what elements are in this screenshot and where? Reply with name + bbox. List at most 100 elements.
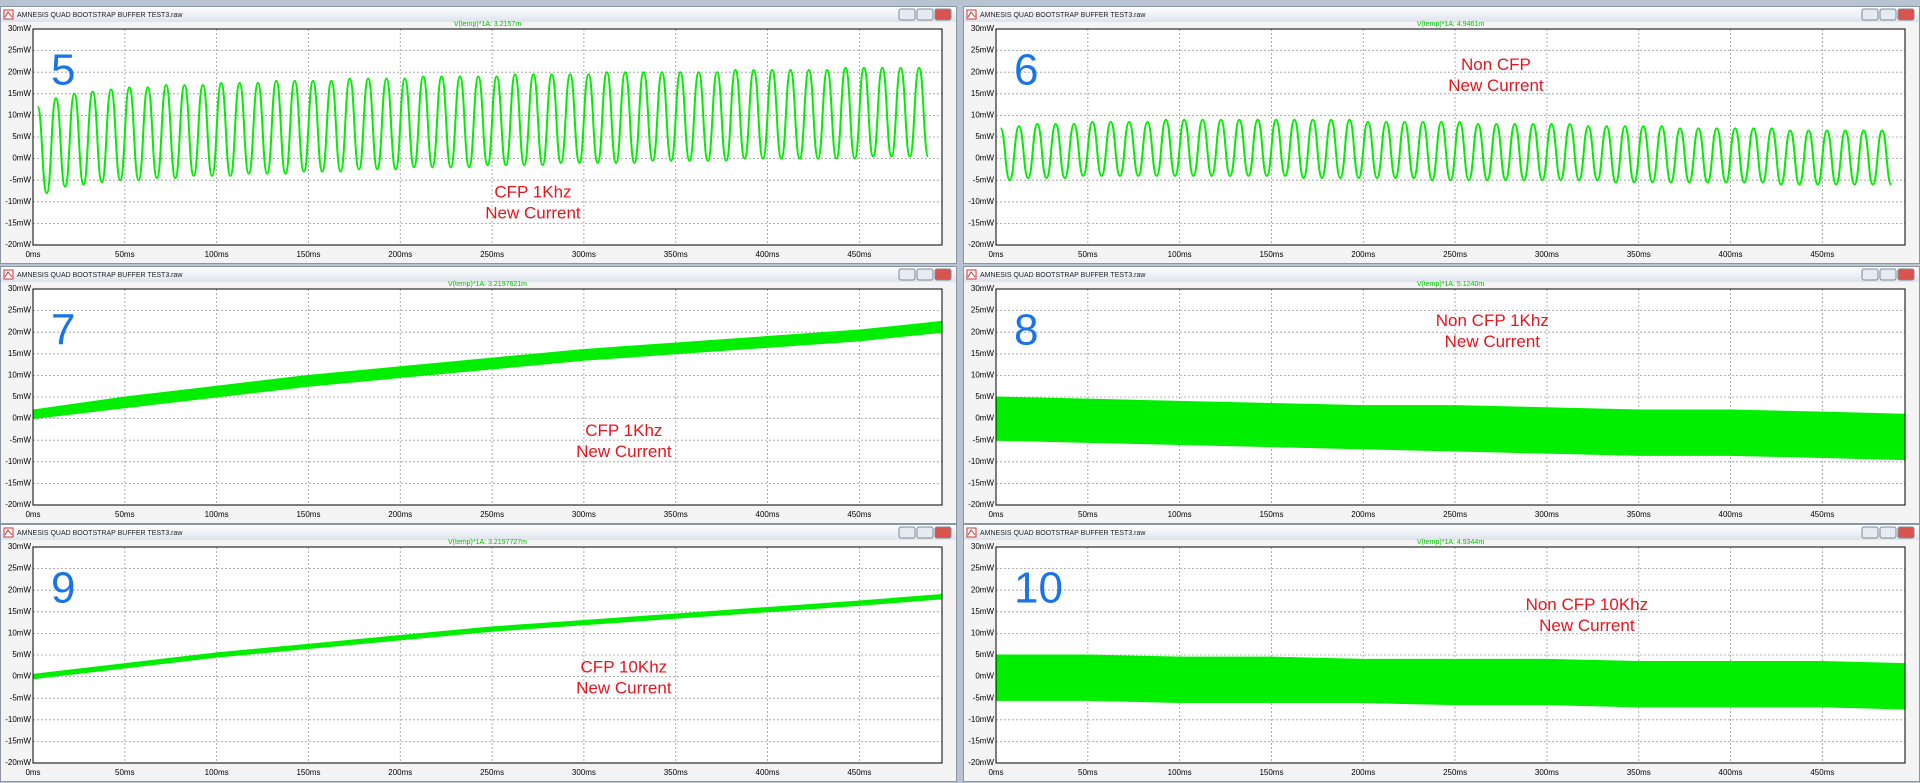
y-tick-label: 30mW xyxy=(971,24,995,33)
window-title: AMNESIS QUAD BOOTSTRAP BUFFER TEST3.raw xyxy=(980,530,1146,537)
maximize-button[interactable] xyxy=(1879,268,1897,281)
minimize-button[interactable] xyxy=(898,526,916,539)
maximize-button[interactable] xyxy=(1879,8,1897,21)
y-tick-label: 20mW xyxy=(8,585,32,594)
x-tick-label: 0ms xyxy=(25,250,40,259)
y-tick-label: 25mW xyxy=(8,46,32,55)
trace-band xyxy=(996,396,1905,461)
x-tick-label: 150ms xyxy=(1259,250,1283,259)
x-tick-label: 250ms xyxy=(1443,768,1467,777)
window-title: AMNESIS QUAD BOOTSTRAP BUFFER TEST3.raw xyxy=(17,530,183,537)
x-tick-label: 400ms xyxy=(1719,510,1743,519)
trace-label: V(temp)*1A: 3.2157m xyxy=(454,21,521,28)
y-tick-label: 20mW xyxy=(8,327,32,336)
x-tick-label: 200ms xyxy=(1351,768,1375,777)
minimize-button[interactable] xyxy=(898,8,916,21)
x-tick-label: 50ms xyxy=(1078,768,1098,777)
y-tick-label: 25mW xyxy=(8,306,32,315)
title-bar xyxy=(1,7,956,22)
y-tick-label: 25mW xyxy=(971,306,995,315)
x-tick-label: 150ms xyxy=(296,510,320,519)
plot-border xyxy=(32,28,943,246)
y-tick-label: 15mW xyxy=(971,349,995,358)
y-tick-label: 10mW xyxy=(8,629,32,638)
y-tick-label: 30mW xyxy=(8,284,32,293)
x-tick-label: 450ms xyxy=(1810,510,1834,519)
x-tick-label: 350ms xyxy=(664,510,688,519)
maximize-button[interactable] xyxy=(1879,526,1897,539)
y-tick-label: -5mW xyxy=(10,175,32,184)
trace-group xyxy=(999,118,1893,186)
y-tick-label: 10mW xyxy=(8,371,32,380)
y-tick-label: 0mW xyxy=(12,154,31,163)
maximize-button[interactable] xyxy=(916,8,934,21)
y-tick-label: -5mW xyxy=(973,693,995,702)
maximize-button[interactable] xyxy=(916,526,934,539)
y-tick-label: 10mW xyxy=(971,629,995,638)
y-tick-label: 5mW xyxy=(975,132,994,141)
x-tick-label: 300ms xyxy=(1535,510,1559,519)
close-button[interactable] xyxy=(1897,8,1915,21)
title-bar xyxy=(964,267,1919,282)
window-title: AMNESIS QUAD BOOTSTRAP BUFFER TEST3.raw xyxy=(17,272,183,279)
x-tick-label: 50ms xyxy=(115,250,135,259)
y-tick-label: 30mW xyxy=(8,542,32,551)
x-tick-label: 100ms xyxy=(205,510,229,519)
x-tick-label: 100ms xyxy=(1168,250,1192,259)
minimize-button[interactable] xyxy=(1861,268,1879,281)
y-tick-label: 0mW xyxy=(12,672,31,681)
close-button[interactable] xyxy=(1897,268,1915,281)
x-tick-label: 400ms xyxy=(756,250,780,259)
x-tick-label: 450ms xyxy=(847,768,871,777)
maximize-button[interactable] xyxy=(916,268,934,281)
x-tick-label: 100ms xyxy=(205,250,229,259)
x-tick-label: 50ms xyxy=(1078,250,1098,259)
window-icon xyxy=(3,527,14,538)
window-icon-mark xyxy=(4,11,13,18)
window-icon xyxy=(966,9,977,20)
window-title: AMNESIS QUAD BOOTSTRAP BUFFER TEST3.raw xyxy=(980,12,1146,19)
x-tick-label: 450ms xyxy=(1810,768,1834,777)
y-tick-label: 5mW xyxy=(975,650,994,659)
y-tick-label: 15mW xyxy=(971,607,995,616)
y-tick-label: 30mW xyxy=(8,24,32,33)
y-tick-label: -10mW xyxy=(5,715,31,724)
y-tick-label: 15mW xyxy=(8,607,32,616)
panel-note: CFP 10Khz xyxy=(581,657,668,676)
y-tick-label: -15mW xyxy=(5,479,31,488)
y-tick-label: -5mW xyxy=(973,435,995,444)
close-button[interactable] xyxy=(934,8,952,21)
title-bar xyxy=(1,525,956,540)
minimize-button[interactable] xyxy=(1861,8,1879,21)
x-tick-label: 200ms xyxy=(1351,250,1375,259)
close-button[interactable] xyxy=(1897,526,1915,539)
x-tick-label: 50ms xyxy=(115,768,135,777)
x-tick-label: 250ms xyxy=(480,768,504,777)
trace-label: V(temp)*1A: 4.9344m xyxy=(1417,539,1484,546)
x-tick-label: 0ms xyxy=(988,768,1003,777)
minimize-button[interactable] xyxy=(898,268,916,281)
x-tick-label: 400ms xyxy=(756,768,780,777)
trace-label: V(temp)*1A: 5.1240m xyxy=(1417,281,1484,288)
panel-note: New Current xyxy=(576,678,672,697)
y-tick-label: 20mW xyxy=(971,327,995,336)
panel-number: 8 xyxy=(1014,306,1038,355)
y-tick-label: 15mW xyxy=(8,89,32,98)
y-tick-label: 5mW xyxy=(12,132,31,141)
x-tick-label: 250ms xyxy=(480,250,504,259)
trace xyxy=(999,118,1893,186)
close-button[interactable] xyxy=(934,268,952,281)
x-tick-label: 200ms xyxy=(388,250,412,259)
x-tick-label: 250ms xyxy=(1443,250,1467,259)
y-tick-label: 10mW xyxy=(8,111,32,120)
trace xyxy=(36,66,930,195)
y-tick-label: -15mW xyxy=(5,219,31,228)
plot-window: AMNESIS QUAD BOOTSTRAP BUFFER TEST3.raw 3… xyxy=(0,524,957,782)
close-button[interactable] xyxy=(934,526,952,539)
panel-note: Non CFP 10Khz xyxy=(1526,595,1649,614)
plot-window: AMNESIS QUAD BOOTSTRAP BUFFER TEST3.raw 3… xyxy=(0,266,957,524)
y-tick-label: -10mW xyxy=(968,457,994,466)
x-tick-label: 150ms xyxy=(1259,510,1283,519)
x-tick-label: 300ms xyxy=(572,250,596,259)
minimize-button[interactable] xyxy=(1861,526,1879,539)
